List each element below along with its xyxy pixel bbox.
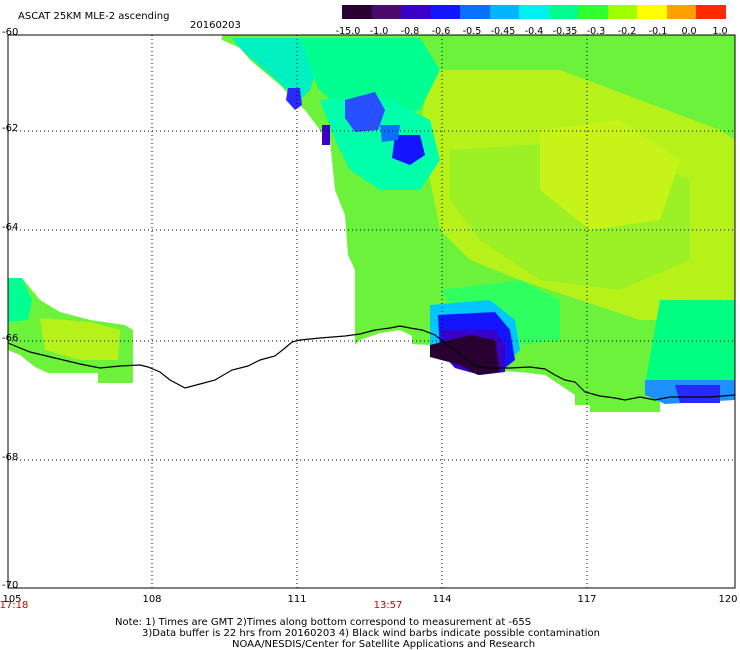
colorbar-tick-label: -0.3: [586, 26, 606, 37]
colorbar-segment: [578, 5, 608, 19]
map-title: ASCAT 25KM MLE-2 ascending: [18, 11, 170, 22]
colorbar-segment: [342, 5, 372, 19]
note-line-1: Note: 1) Times are GMT 2)Times along bot…: [115, 617, 532, 628]
latitude-label: -60: [2, 27, 19, 38]
longitude-label: 105: [2, 594, 22, 605]
plot-frame: [7, 34, 736, 589]
colorbar-segment: [607, 5, 638, 19]
longitude-label: 117: [577, 594, 597, 605]
coastline: [7, 325, 736, 401]
latitude-label: -70: [2, 580, 19, 591]
longitude-label: 108: [142, 594, 162, 605]
longitude-label: 114: [432, 594, 452, 605]
colorbar-tick-label: -0.1: [648, 26, 668, 37]
colorbar-segment: [548, 5, 579, 19]
swath-west: [8, 278, 133, 383]
colorbar-tick-label: -15.0: [335, 26, 361, 37]
latitude-label: -64: [2, 222, 19, 233]
longitude-label: 111: [287, 594, 307, 605]
time-label-west: 17:18: [0, 600, 29, 611]
note-line-2: 3)Data buffer is 22 hrs from 20160203 4)…: [142, 628, 600, 639]
colorbar-segment: [430, 5, 461, 19]
longitude-label: 120: [718, 594, 738, 605]
colorbar-segment: [460, 5, 490, 19]
colorbar-tick-label: -0.4: [524, 26, 544, 37]
colorbar-tick-label: 1.0: [712, 26, 728, 37]
map-date: 20160203: [190, 20, 241, 31]
time-label-center: 13:57: [373, 600, 403, 611]
colorbar-tick-label: -0.2: [617, 26, 637, 37]
colorbar: [342, 5, 726, 19]
latitude-label: -62: [2, 123, 19, 134]
graticule: [8, 35, 735, 588]
colorbar-segment: [401, 5, 431, 19]
colorbar-tick-label: -1.0: [369, 26, 389, 37]
colorbar-segment: [637, 5, 667, 19]
colorbar-segment: [666, 5, 697, 19]
colorbar-tick-label: 0.0: [681, 26, 697, 37]
colorbar-tick-label: -0.8: [400, 26, 420, 37]
colorbar-tick-label: -0.6: [431, 26, 451, 37]
colorbar-segment: [489, 5, 520, 19]
colorbar-tick-label: -0.45: [490, 26, 516, 37]
latitude-label: -68: [2, 452, 19, 463]
colorbar-segment: [696, 5, 726, 19]
colorbar-tick-label: -0.35: [552, 26, 578, 37]
latitude-label: -66: [2, 333, 19, 344]
colorbar-segment: [519, 5, 549, 19]
swath-east: [222, 35, 735, 412]
note-line-3: NOAA/NESDIS/Center for Satellite Applica…: [232, 639, 536, 650]
colorbar-segment: [371, 5, 402, 19]
colorbar-tick-label: -0.5: [462, 26, 482, 37]
